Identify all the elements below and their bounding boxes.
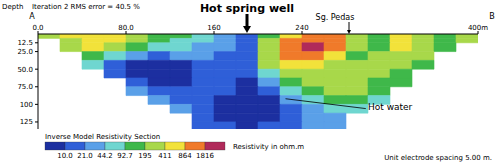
svg-text:Iteration 2 RMS error = 40.5 %: Iteration 2 RMS error = 40.5 % bbox=[32, 3, 140, 11]
svg-text:Hot water: Hot water bbox=[368, 102, 413, 112]
svg-text:21.0: 21.0 bbox=[77, 152, 93, 160]
svg-text:12.5: 12.5 bbox=[17, 39, 33, 47]
svg-text:Hot spring well: Hot spring well bbox=[200, 2, 294, 15]
svg-text:92.7: 92.7 bbox=[117, 152, 133, 160]
svg-text:25.0: 25.0 bbox=[17, 48, 33, 56]
svg-text:Sg. Pedas: Sg. Pedas bbox=[316, 13, 355, 22]
svg-text:44.2: 44.2 bbox=[97, 152, 113, 160]
svg-text:411: 411 bbox=[158, 152, 171, 160]
svg-text:Inverse Model Resistivity Sect: Inverse Model Resistivity Section bbox=[45, 133, 160, 141]
svg-text:50.0: 50.0 bbox=[17, 66, 33, 74]
svg-text:10.0: 10.0 bbox=[57, 152, 73, 160]
svg-text:Unit electrode spacing 5.00 m.: Unit electrode spacing 5.00 m. bbox=[384, 154, 492, 162]
svg-text:160: 160 bbox=[207, 24, 220, 32]
svg-text:125: 125 bbox=[20, 118, 33, 126]
svg-text:B: B bbox=[489, 12, 492, 21]
svg-text:1816: 1816 bbox=[196, 152, 214, 160]
svg-text:400m: 400m bbox=[468, 24, 488, 32]
svg-text:195: 195 bbox=[138, 152, 151, 160]
svg-text:Depth: Depth bbox=[8, 3, 23, 11]
svg-text:0.0: 0.0 bbox=[32, 24, 43, 32]
svg-text:80.0: 80.0 bbox=[118, 24, 134, 32]
svg-text:75.0: 75.0 bbox=[17, 83, 33, 91]
svg-text:240: 240 bbox=[295, 24, 308, 32]
svg-text:Resistivity in ohm.m: Resistivity in ohm.m bbox=[233, 143, 304, 151]
svg-text:100: 100 bbox=[20, 101, 33, 109]
svg-text:864: 864 bbox=[178, 152, 192, 160]
svg-text:A: A bbox=[29, 12, 35, 21]
